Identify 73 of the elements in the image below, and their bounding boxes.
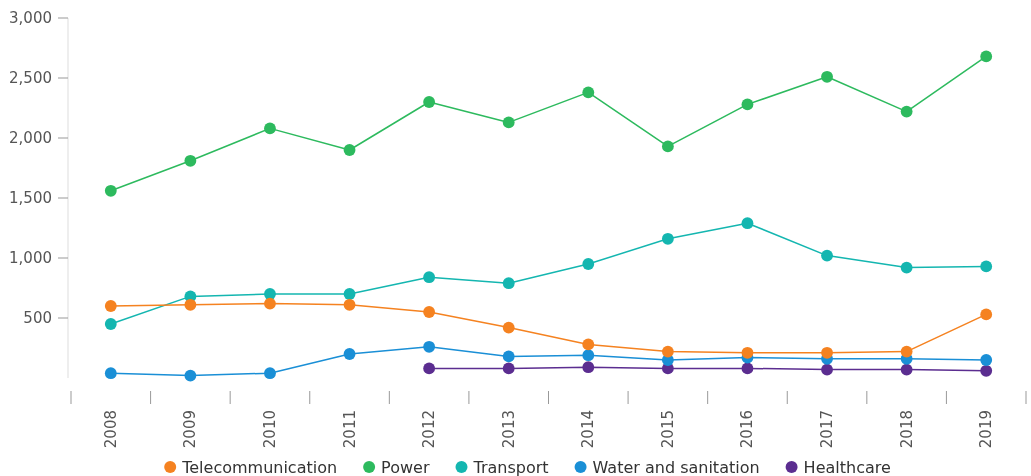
point bbox=[104, 300, 117, 312]
point bbox=[423, 271, 436, 284]
point bbox=[104, 184, 117, 197]
x-tick-label: 2019 bbox=[977, 410, 996, 449]
x-tick-label: 2010 bbox=[260, 410, 279, 449]
x-tick-label: 2016 bbox=[738, 410, 757, 449]
point bbox=[343, 348, 356, 360]
point bbox=[502, 321, 515, 334]
x-tick-label: 2014 bbox=[579, 410, 598, 449]
point bbox=[104, 318, 117, 330]
point bbox=[741, 362, 754, 375]
point bbox=[980, 50, 993, 63]
point bbox=[900, 261, 913, 274]
point bbox=[582, 338, 595, 351]
x-tick-label: 2015 bbox=[658, 410, 677, 449]
y-tick-label: 2,500 bbox=[9, 69, 52, 88]
point bbox=[741, 98, 754, 111]
point bbox=[423, 362, 436, 375]
point bbox=[423, 306, 436, 318]
point bbox=[980, 364, 993, 377]
x-tick-label: 2011 bbox=[340, 410, 359, 449]
point bbox=[343, 288, 356, 300]
point bbox=[741, 217, 754, 230]
legend-label: Power bbox=[381, 457, 430, 476]
point bbox=[821, 70, 833, 83]
point bbox=[900, 363, 913, 376]
legend-label: Healthcare bbox=[803, 457, 891, 476]
point bbox=[423, 96, 436, 108]
point bbox=[184, 154, 197, 167]
point bbox=[502, 116, 515, 129]
y-tick-label: 500 bbox=[23, 309, 52, 328]
point bbox=[343, 298, 356, 311]
y-tick-label: 3,000 bbox=[9, 9, 52, 28]
point bbox=[184, 369, 197, 382]
point bbox=[582, 258, 595, 270]
x-tick-label: 2018 bbox=[897, 410, 916, 449]
point bbox=[900, 345, 913, 358]
y-tick-label: 1,500 bbox=[9, 189, 52, 208]
x-tick-label: 2008 bbox=[101, 410, 120, 449]
point bbox=[264, 288, 276, 300]
point bbox=[821, 249, 833, 262]
legend-label: Transport bbox=[472, 457, 549, 476]
point bbox=[661, 232, 674, 245]
point bbox=[582, 361, 595, 374]
point bbox=[741, 346, 754, 359]
point bbox=[502, 350, 515, 363]
point bbox=[900, 105, 913, 118]
x-tick-label: 2009 bbox=[181, 410, 200, 449]
legend-label: Telecommunication bbox=[181, 457, 338, 476]
point bbox=[661, 345, 674, 358]
y-tick-label: 1,000 bbox=[9, 249, 52, 268]
point bbox=[661, 140, 674, 153]
point bbox=[264, 297, 276, 310]
y-tick-label: 2,000 bbox=[9, 129, 52, 148]
point bbox=[502, 277, 515, 290]
point bbox=[582, 349, 595, 362]
point bbox=[980, 308, 993, 321]
point bbox=[821, 363, 833, 376]
x-tick-label: 2017 bbox=[818, 410, 837, 449]
point bbox=[582, 86, 595, 99]
point bbox=[104, 367, 117, 380]
point bbox=[264, 367, 276, 380]
point bbox=[423, 340, 436, 353]
legend-label: Water and sanitation bbox=[592, 457, 760, 476]
point bbox=[980, 260, 993, 273]
point bbox=[184, 298, 197, 311]
point bbox=[980, 354, 993, 366]
point bbox=[821, 346, 833, 359]
point bbox=[264, 122, 276, 135]
point bbox=[502, 362, 515, 375]
x-tick-label: 2012 bbox=[420, 410, 439, 449]
x-tick-label: 2013 bbox=[499, 410, 518, 449]
point bbox=[343, 144, 356, 156]
